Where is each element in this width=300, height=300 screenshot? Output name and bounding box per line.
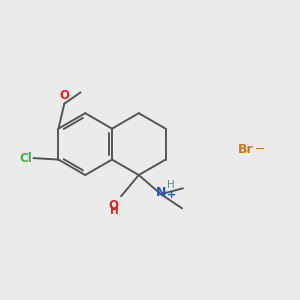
Text: Cl: Cl xyxy=(19,152,32,165)
Text: Br: Br xyxy=(238,143,254,157)
Text: H: H xyxy=(110,206,119,216)
Text: −: − xyxy=(254,142,265,156)
Text: O: O xyxy=(59,89,69,102)
Text: O: O xyxy=(109,199,119,212)
Text: H: H xyxy=(167,180,175,190)
Text: +: + xyxy=(167,190,177,200)
Text: N: N xyxy=(156,186,166,199)
